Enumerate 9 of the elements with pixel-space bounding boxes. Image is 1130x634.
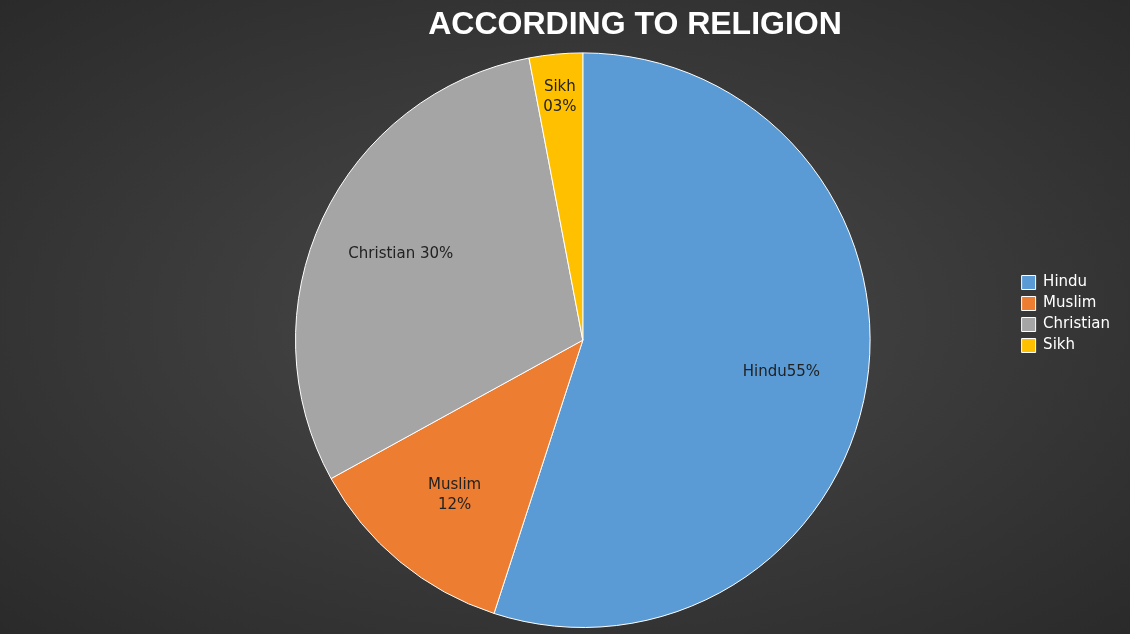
data-label: Christian 30% (348, 244, 454, 263)
data-label: Sikh 03% (543, 76, 577, 115)
legend-label: Muslim (1043, 293, 1097, 312)
legend-label: Christian (1043, 314, 1111, 333)
legend-label: Sikh (1043, 335, 1076, 354)
data-label: Hindu55% (742, 361, 821, 380)
legend-label: Hindu (1043, 272, 1088, 291)
data-label: Muslim 12% (428, 475, 482, 514)
chart-title: ACCORDING TO RELIGION (428, 5, 842, 42)
